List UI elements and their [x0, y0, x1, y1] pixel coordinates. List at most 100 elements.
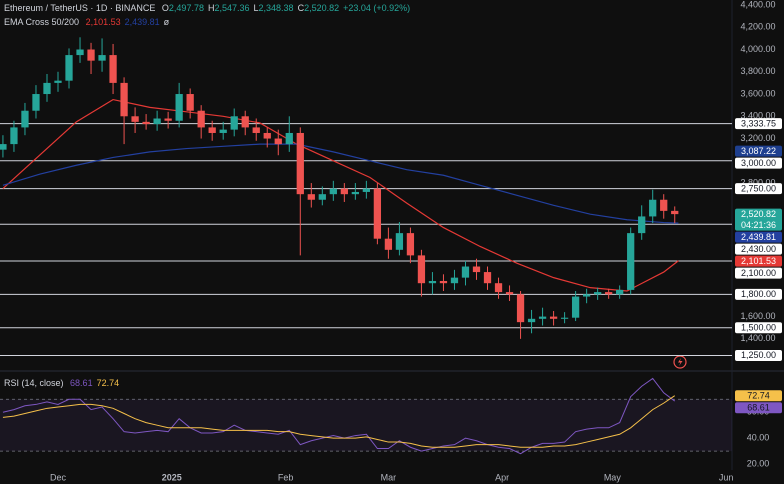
- price-tag-label: 2,430.00: [741, 244, 776, 254]
- candle-body: [307, 194, 315, 200]
- change: +23.04 (+0.92%): [343, 3, 411, 13]
- rsi-tick-label: 40.00: [747, 433, 770, 443]
- candle-body: [483, 272, 492, 284]
- candle-body: [472, 266, 481, 273]
- x-tick-label: Dec: [50, 472, 67, 482]
- price-tag-label: 3,000.00: [741, 158, 776, 168]
- candle-body: [120, 82, 128, 117]
- candle-body: [230, 116, 238, 130]
- price-tag-label: 2,101.53: [741, 256, 776, 266]
- price-tag: [735, 145, 782, 157]
- ema-value: 2,439.81: [124, 17, 160, 27]
- rsi-value: 68.61: [70, 378, 93, 388]
- price-tag-label: 68.61: [747, 402, 770, 412]
- candle-body: [263, 132, 271, 139]
- price-tag: [735, 118, 782, 130]
- candle-body: [560, 317, 569, 319]
- ohlc-key: L: [253, 3, 259, 13]
- candle-body: [549, 316, 558, 319]
- candle-body: [373, 188, 382, 239]
- ohlc-key: H: [207, 3, 215, 13]
- candle-body: [274, 138, 282, 145]
- rsi-line: [2, 377, 676, 455]
- price-tag: [735, 390, 782, 402]
- price-tag-label: 72.74: [747, 390, 770, 400]
- x-tick-label: Mar: [381, 472, 397, 482]
- candle-body: [329, 188, 337, 195]
- candle-body: [671, 210, 679, 215]
- candle-body: [197, 110, 205, 128]
- indicator-name: EMA Cross 50/200: [4, 17, 80, 27]
- x-tick-label: Jun: [719, 472, 734, 482]
- candle-body: [0, 144, 7, 150]
- rsi-band: [0, 399, 732, 452]
- price-tag-label: 3,087.22: [741, 146, 776, 156]
- price-tag: [735, 208, 782, 231]
- ohlc-value: 2,348.38: [258, 3, 294, 13]
- candle-body: [153, 118, 161, 125]
- price-tag: [735, 267, 782, 279]
- price-tag: [735, 243, 782, 255]
- price-tag: [735, 157, 782, 169]
- candle-body: [362, 188, 371, 192]
- y-tick-label: 2,800.00: [740, 177, 775, 187]
- price-tag: [735, 183, 782, 195]
- candle-body: [252, 127, 260, 133]
- ohlc-key: O: [161, 3, 169, 13]
- price-tag: [735, 322, 782, 334]
- candle-body: [10, 127, 18, 145]
- price-tag: [735, 231, 782, 243]
- price-tag-label: 1,800.00: [741, 289, 776, 299]
- candle-body: [660, 199, 668, 211]
- y-tick-label: 4,400.00: [740, 0, 775, 9]
- candle-body: [605, 292, 613, 295]
- candle-body: [43, 82, 51, 95]
- candle-body: [505, 292, 514, 295]
- candle-body: [417, 255, 426, 284]
- rsi-tick-label: 20.00: [747, 458, 770, 468]
- candle-body: [340, 188, 348, 195]
- candle-body: [186, 94, 194, 111]
- price-tag: [735, 255, 782, 267]
- candle-body: [21, 110, 29, 128]
- candle-body: [54, 80, 62, 83]
- event-icon-bolt: [678, 358, 683, 366]
- candle-body: [65, 55, 73, 81]
- candle-body: [516, 294, 525, 323]
- ohlc-key: C: [297, 3, 305, 13]
- price-tag: [735, 288, 782, 300]
- candle-body: [131, 116, 139, 122]
- candle-body: [428, 280, 437, 284]
- price-tag: [735, 350, 782, 362]
- rsi-title: RSI (14, close): [4, 378, 64, 388]
- candle-body: [439, 280, 448, 284]
- y-tick-label: 3,600.00: [740, 88, 775, 98]
- y-tick-label: 3,800.00: [740, 66, 775, 76]
- indicator-status: ø: [163, 17, 170, 27]
- y-tick-label: 1,600.00: [740, 311, 775, 321]
- candle-body: [175, 94, 183, 121]
- candle-body: [582, 294, 591, 297]
- y-tick-label: 3,200.00: [740, 133, 775, 143]
- candle-body: [32, 94, 40, 111]
- price-tag-label: 3,333.75: [741, 118, 776, 128]
- candle-body: [461, 266, 470, 278]
- candle-body: [98, 55, 106, 61]
- ohlc-value: 2,520.82: [304, 3, 340, 13]
- candle-body: [318, 194, 326, 200]
- rsi-value: 72.74: [96, 378, 120, 388]
- candle-body: [351, 191, 359, 195]
- ema-line: [2, 143, 679, 224]
- y-tick-label: 1,400.00: [740, 333, 775, 343]
- price-tag-label: 1,250.00: [741, 350, 776, 360]
- candle-body: [538, 316, 547, 319]
- candle-body: [241, 116, 249, 128]
- x-tick-label: Apr: [495, 472, 509, 482]
- candle-body: [384, 238, 393, 250]
- candle-body: [649, 199, 657, 217]
- price-tag-label: 2,750.00: [741, 183, 776, 193]
- y-tick-label: 4,000.00: [740, 44, 775, 54]
- candle-body: [296, 132, 304, 195]
